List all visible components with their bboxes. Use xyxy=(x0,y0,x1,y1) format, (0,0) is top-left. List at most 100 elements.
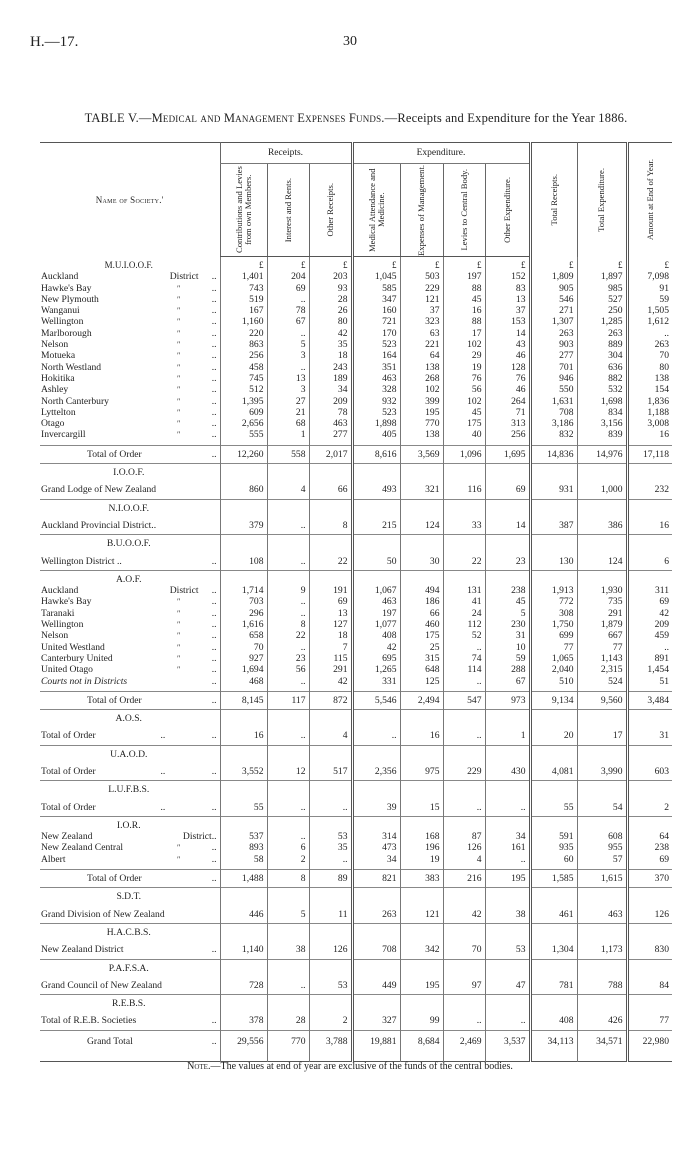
society-name: Total of Order xyxy=(41,765,96,777)
value-cell: 195 xyxy=(399,406,443,419)
value-cell: 26 xyxy=(308,305,352,317)
table-row: Total of R.E.B. Societies.. 378 28 2 327 99..… xyxy=(40,1012,672,1031)
value-cell: 2,469 xyxy=(442,1030,485,1062)
empty-cell xyxy=(442,994,485,1013)
value-cell: 35 xyxy=(308,339,352,351)
value-cell: 510 xyxy=(528,675,577,692)
society-section: M.U.I.O.O.F. £ £ £ £ £ £ £ £ £ £ Auckland District..… xyxy=(40,256,672,446)
value-cell: 154 xyxy=(625,384,672,396)
empty-cell xyxy=(528,534,577,553)
value-cell: 83 xyxy=(484,282,530,294)
value-cell: 14 xyxy=(484,327,530,340)
dots: .. xyxy=(160,765,166,777)
value-cell: 243 xyxy=(308,361,352,373)
value-cell: 16 xyxy=(442,305,485,317)
value-cell: 379 xyxy=(219,516,267,535)
order-abbrev: H.A.C.B.S. xyxy=(106,926,151,938)
value-cell: 3 xyxy=(266,384,309,396)
empty-cell xyxy=(576,994,627,1013)
column-header-label: Total Receipts. xyxy=(548,174,559,226)
order-name: M.U.I.O.O.F. xyxy=(40,257,220,272)
value-cell: .. xyxy=(442,675,485,692)
empty-cell xyxy=(266,887,309,906)
value-cell: 31 xyxy=(625,727,672,746)
order-abbrev: U.A.O.D. xyxy=(110,748,148,760)
value-cell: 19,881 xyxy=(350,1030,400,1062)
value-cell: 80 xyxy=(308,316,352,328)
value-cell: 1 xyxy=(266,429,309,446)
empty-cell xyxy=(350,780,400,799)
value-cell: 138 xyxy=(399,361,443,373)
society-section: I.O.R. New Zealand District.. 537.. 53 314 168… xyxy=(40,816,672,870)
value-cell: 449 xyxy=(350,976,400,995)
empty-cell xyxy=(625,709,672,728)
society-name-cell: Courts not in Districts.. xyxy=(40,676,220,692)
society-name: New Plymouth xyxy=(41,293,99,305)
empty-cell xyxy=(528,499,577,517)
order-heading-row: A.O.S. xyxy=(40,709,672,728)
value-cell: 1,615 xyxy=(576,869,627,888)
value-cell: 76 xyxy=(484,372,530,385)
empty-cell xyxy=(266,499,309,517)
currency-cell: £ xyxy=(484,256,530,272)
value-cell: 53 xyxy=(308,831,352,843)
value-cell: 69 xyxy=(625,853,672,870)
empty-cell xyxy=(576,887,627,906)
value-cell: 1,809 xyxy=(528,271,577,283)
value-cell: 160 xyxy=(350,305,400,317)
value-cell: 1,714 xyxy=(219,585,267,597)
value-cell: 277 xyxy=(528,350,577,362)
value-cell: 955 xyxy=(576,842,627,854)
table-row: Auckland Provincial District.. 379.. 8 215 1… xyxy=(40,516,672,535)
value-cell: 519 xyxy=(219,293,267,306)
value-cell: 77 xyxy=(528,641,577,653)
value-cell: 5 xyxy=(484,607,530,620)
value-cell: 37 xyxy=(484,305,530,317)
empty-cell xyxy=(399,745,443,763)
empty-cell xyxy=(442,534,485,553)
order-abbrev: A.O.S. xyxy=(115,713,142,725)
value-cell: 770 xyxy=(266,1030,309,1062)
value-cell: 893 xyxy=(219,842,267,854)
table-row: Hawke's Bay ".. 703.. 69 463 186 41 45 772 735 69 xyxy=(40,596,672,608)
leader-dots: .. xyxy=(211,596,217,608)
value-cell: 1,045 xyxy=(350,271,400,283)
value-cell: 91 xyxy=(625,282,672,294)
empty-cell xyxy=(625,923,672,942)
value-cell: 31 xyxy=(484,630,530,642)
table-row: Grand Division of New Zealand 446 5 11 263 12… xyxy=(40,905,672,924)
society-name: New Zealand District xyxy=(41,944,124,956)
value-cell: 102 xyxy=(442,339,485,351)
value-cell: .. xyxy=(266,976,309,995)
value-cell: 42 xyxy=(350,641,400,653)
empty-cell xyxy=(350,816,400,832)
empty-cell xyxy=(308,923,352,942)
empty-cell xyxy=(399,709,443,728)
value-cell: 232 xyxy=(625,481,672,500)
value-cell: 69 xyxy=(266,282,309,294)
order-name: A.O.F. xyxy=(40,570,220,585)
value-cell: 1,454 xyxy=(625,664,672,676)
value-cell: 770 xyxy=(399,418,443,430)
empty-cell xyxy=(484,534,530,553)
table-row: Total of Order.... 55.... 39 15.... 55 54 2 xyxy=(40,798,672,817)
empty-cell xyxy=(350,570,400,586)
value-cell: 781 xyxy=(528,976,577,995)
empty-cell xyxy=(266,816,309,832)
empty-cell xyxy=(625,499,672,517)
value-cell: 22,980 xyxy=(625,1030,672,1062)
value-cell: 1,140 xyxy=(219,941,267,960)
value-cell: 1,143 xyxy=(576,652,627,665)
value-cell: 197 xyxy=(350,607,400,620)
value-cell: 517 xyxy=(308,762,352,781)
value-cell: 22 xyxy=(442,552,485,571)
district-label: " xyxy=(176,608,180,618)
value-cell: 238 xyxy=(484,585,530,597)
value-cell: 308 xyxy=(528,607,577,620)
value-cell: 38 xyxy=(484,905,530,924)
title-rest: —Receipts and Expenditure for the Year 1… xyxy=(384,111,628,125)
dots: .. xyxy=(160,730,166,742)
value-cell: 905 xyxy=(528,282,577,294)
empty-cell xyxy=(625,959,672,977)
value-cell: 503 xyxy=(399,271,443,283)
